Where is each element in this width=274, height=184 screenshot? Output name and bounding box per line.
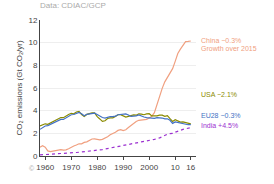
svg-text:6: 6 <box>33 84 38 93</box>
svg-text:1980: 1980 <box>88 163 106 172</box>
svg-text:India +4.5%: India +4.5% <box>201 122 238 129</box>
svg-text:China −0.3%: China −0.3% <box>201 37 241 44</box>
svg-text:16: 16 <box>186 163 195 172</box>
svg-text:10: 10 <box>28 38 37 47</box>
svg-text:0: 0 <box>33 152 38 161</box>
svg-text:10: 10 <box>171 163 180 172</box>
svg-text:8: 8 <box>33 61 38 70</box>
svg-text:EU28 −0.3%: EU28 −0.3% <box>201 112 241 119</box>
svg-text:4: 4 <box>33 106 38 115</box>
svg-text:12: 12 <box>28 16 37 25</box>
svg-text:1970: 1970 <box>62 163 80 172</box>
svg-text:2: 2 <box>33 129 38 138</box>
svg-text:Data: CDIAC/GCP: Data: CDIAC/GCP <box>40 1 106 10</box>
svg-text:©: © <box>29 165 35 172</box>
svg-text:USA −2.1%: USA −2.1% <box>201 91 237 98</box>
svg-text:1960: 1960 <box>36 163 54 172</box>
svg-text:1990: 1990 <box>114 163 132 172</box>
svg-text:CO₂ emissions (Gt CO₂/yr): CO₂ emissions (Gt CO₂/yr) <box>15 40 24 135</box>
svg-text:Growth over 2015: Growth over 2015 <box>201 45 257 52</box>
svg-text:2000: 2000 <box>140 163 158 172</box>
